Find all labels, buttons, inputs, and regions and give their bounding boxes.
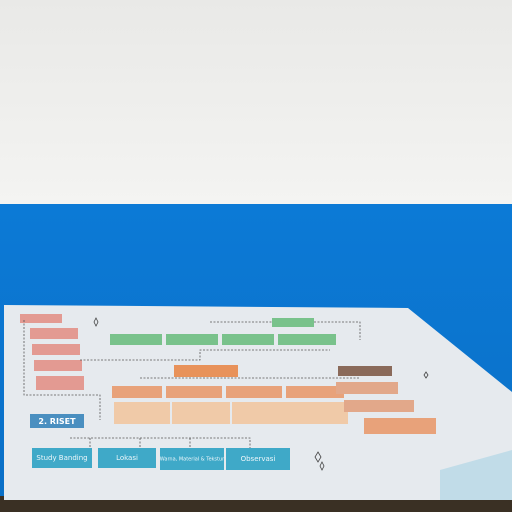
left-column — [20, 314, 84, 390]
blue-row: Study Banding Lokasi Warna, Material & T… — [32, 448, 290, 470]
box-label: Observasi — [241, 455, 276, 463]
box — [160, 448, 224, 470]
section-label: 2. RISET — [38, 417, 76, 426]
connectors — [23, 320, 361, 448]
orange-row — [112, 365, 436, 434]
box — [226, 448, 290, 470]
box — [32, 448, 92, 468]
wall — [0, 0, 512, 207]
green-row — [110, 318, 336, 345]
box-label: Study Banding — [36, 454, 87, 462]
box-label: Lokasi — [116, 454, 138, 462]
box — [98, 448, 156, 468]
box-label: Warna, Material & Tekstur — [160, 457, 225, 463]
poster-corner-art — [440, 450, 512, 500]
section-box — [30, 414, 84, 428]
sparkles — [93, 317, 429, 471]
